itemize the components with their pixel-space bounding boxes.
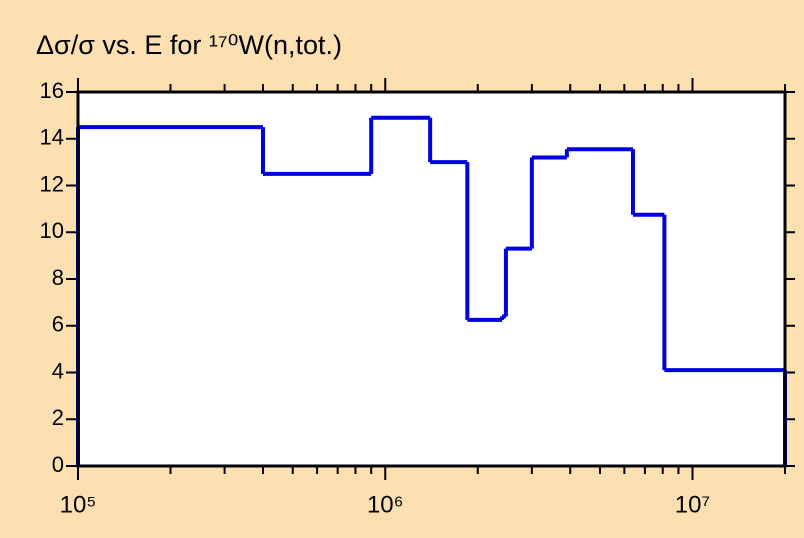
x-tick-label: 10⁵ (60, 491, 97, 518)
y-tick-label: 14 (40, 125, 64, 150)
chart-title: Δσ/σ vs. E for ¹⁷⁰W(n,tot.) (36, 30, 342, 60)
y-tick-label: 0 (52, 452, 64, 477)
y-tick-label: 12 (40, 171, 64, 196)
y-tick-label: 8 (52, 265, 64, 290)
y-tick-label: 4 (52, 358, 64, 383)
y-tick-label: 2 (52, 405, 64, 430)
y-tick-label: 16 (40, 78, 64, 103)
plot-frame (76, 90, 787, 468)
x-tick-label: 10⁷ (675, 491, 710, 518)
y-tick-label: 10 (40, 218, 64, 243)
x-tick-label: 10⁶ (367, 491, 404, 518)
y-tick-label: 6 (52, 312, 64, 337)
